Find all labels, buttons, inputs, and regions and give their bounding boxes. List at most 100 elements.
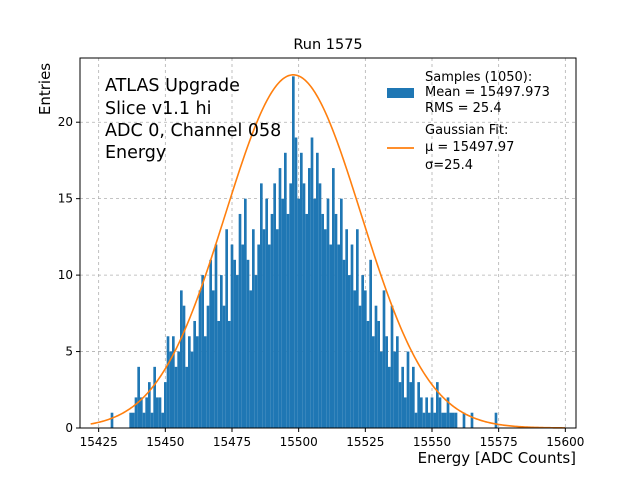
annotation-line-4: Energy	[105, 143, 166, 163]
histogram-bar	[164, 382, 167, 428]
annotation-line-2: Slice v1.1 hi	[105, 99, 212, 119]
histogram-bar	[188, 336, 191, 428]
histogram-bars	[110, 76, 498, 428]
histogram-bar	[276, 229, 279, 428]
histogram-bar	[214, 244, 218, 428]
histogram-bar	[236, 275, 239, 428]
histogram-bar	[281, 198, 284, 428]
histogram-bar	[350, 244, 354, 428]
histogram-bar	[334, 213, 338, 428]
x-tick-label: 15575	[480, 435, 518, 449]
x-tick-label: 15550	[413, 435, 451, 449]
histogram-bar	[425, 397, 428, 428]
histogram-bar	[244, 198, 247, 428]
histogram-bar	[212, 290, 215, 428]
legend-histogram-swatch	[387, 88, 414, 98]
histogram-bar	[374, 305, 378, 428]
histogram-bar	[393, 351, 396, 428]
histogram-bar	[433, 412, 436, 428]
histogram-bar	[300, 152, 303, 428]
histogram-bar	[158, 397, 162, 428]
histogram-bar	[140, 397, 143, 428]
histogram-bar	[204, 336, 207, 428]
histogram-bar	[380, 351, 383, 428]
histogram-bar	[366, 320, 370, 428]
histogram-bar	[137, 366, 140, 428]
histogram-bar	[406, 351, 410, 428]
y-tick-label: 20	[58, 115, 73, 129]
histogram-bar	[134, 397, 138, 428]
histogram-bar	[249, 290, 252, 428]
x-tick-label: 15600	[546, 435, 584, 449]
histogram-bar	[190, 351, 194, 428]
y-axis-ticks: 0 5 10 15 20	[58, 115, 80, 435]
histogram-bar	[217, 320, 220, 428]
histogram-bar	[329, 244, 332, 428]
histogram-bar	[182, 305, 186, 428]
histogram-bar	[412, 366, 415, 428]
histogram-bar	[308, 168, 311, 428]
histogram-bar	[372, 336, 375, 428]
histogram-bar	[332, 168, 335, 428]
histogram-bar	[254, 275, 258, 428]
histogram-bar	[444, 412, 447, 428]
histogram-bar	[345, 229, 348, 428]
histogram-bar	[278, 168, 282, 428]
histogram-bar	[436, 382, 439, 428]
histogram-bar	[292, 76, 295, 428]
histogram-bar	[446, 397, 450, 428]
histogram-bar	[209, 259, 212, 428]
y-tick-label: 0	[65, 421, 73, 435]
histogram-bar	[452, 412, 455, 428]
histogram-bar	[110, 412, 114, 428]
histogram-bar	[385, 336, 388, 428]
legend-histogram-line-1: Samples (1050):	[425, 70, 532, 85]
histogram-bar	[230, 244, 234, 428]
x-tick-label: 15475	[213, 435, 251, 449]
histogram-bar	[348, 275, 351, 428]
histogram-bar	[337, 244, 340, 428]
histogram-bar	[364, 290, 367, 428]
histogram-bar	[420, 397, 423, 428]
histogram-bar	[305, 213, 308, 428]
histogram-bar	[238, 213, 242, 428]
histogram-bar	[185, 366, 188, 428]
histogram-bar	[369, 259, 372, 428]
histogram-bar	[129, 412, 132, 428]
histogram-bar	[198, 290, 202, 428]
x-tick-label: 15500	[280, 435, 318, 449]
annotation-line-3: ADC 0, Channel 058	[105, 121, 281, 141]
histogram-bar	[342, 259, 346, 428]
x-axis-label: Energy [ADC Counts]	[418, 449, 576, 467]
histogram-bar	[206, 305, 210, 428]
histogram-bar	[422, 412, 426, 428]
legend-fit-line-1: Gaussian Fit:	[425, 123, 508, 138]
histogram-bar	[404, 397, 407, 428]
x-tick-label: 15450	[146, 435, 184, 449]
histogram-bar	[377, 320, 380, 428]
histogram-bar	[153, 366, 156, 428]
histogram-bar	[252, 229, 255, 428]
histogram-bar	[161, 412, 164, 428]
histogram-bar	[326, 198, 330, 428]
histogram-bar	[257, 244, 260, 428]
histogram-bar	[246, 259, 250, 428]
histogram-bar	[284, 152, 287, 428]
histogram-bar	[294, 137, 298, 428]
y-axis-label: Entries	[36, 63, 54, 115]
histogram-bar	[273, 183, 276, 428]
histogram-bar	[268, 244, 271, 428]
histogram-bar	[462, 412, 466, 428]
histogram-bar	[174, 366, 178, 428]
x-axis-ticks: 15425 15450 15475 15500 15525 15550 15575 15600	[80, 428, 584, 449]
histogram-bar	[316, 152, 319, 428]
histogram-bar	[396, 336, 399, 428]
histogram-bar	[148, 382, 151, 428]
histogram-bar	[318, 183, 322, 428]
histogram-bar	[233, 259, 236, 428]
histogram-bar	[286, 213, 290, 428]
histogram-bar	[177, 351, 180, 428]
histogram-bar	[180, 290, 183, 428]
histogram-bar	[324, 229, 327, 428]
